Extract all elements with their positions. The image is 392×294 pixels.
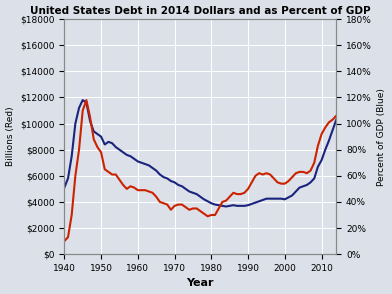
Y-axis label: Percent of GDP (Blue): Percent of GDP (Blue): [377, 88, 387, 186]
X-axis label: Year: Year: [187, 278, 214, 288]
Title: United States Debt in 2014 Dollars and as Percent of GDP: United States Debt in 2014 Dollars and a…: [30, 6, 370, 16]
Y-axis label: Billions (Red): Billions (Red): [5, 107, 15, 166]
